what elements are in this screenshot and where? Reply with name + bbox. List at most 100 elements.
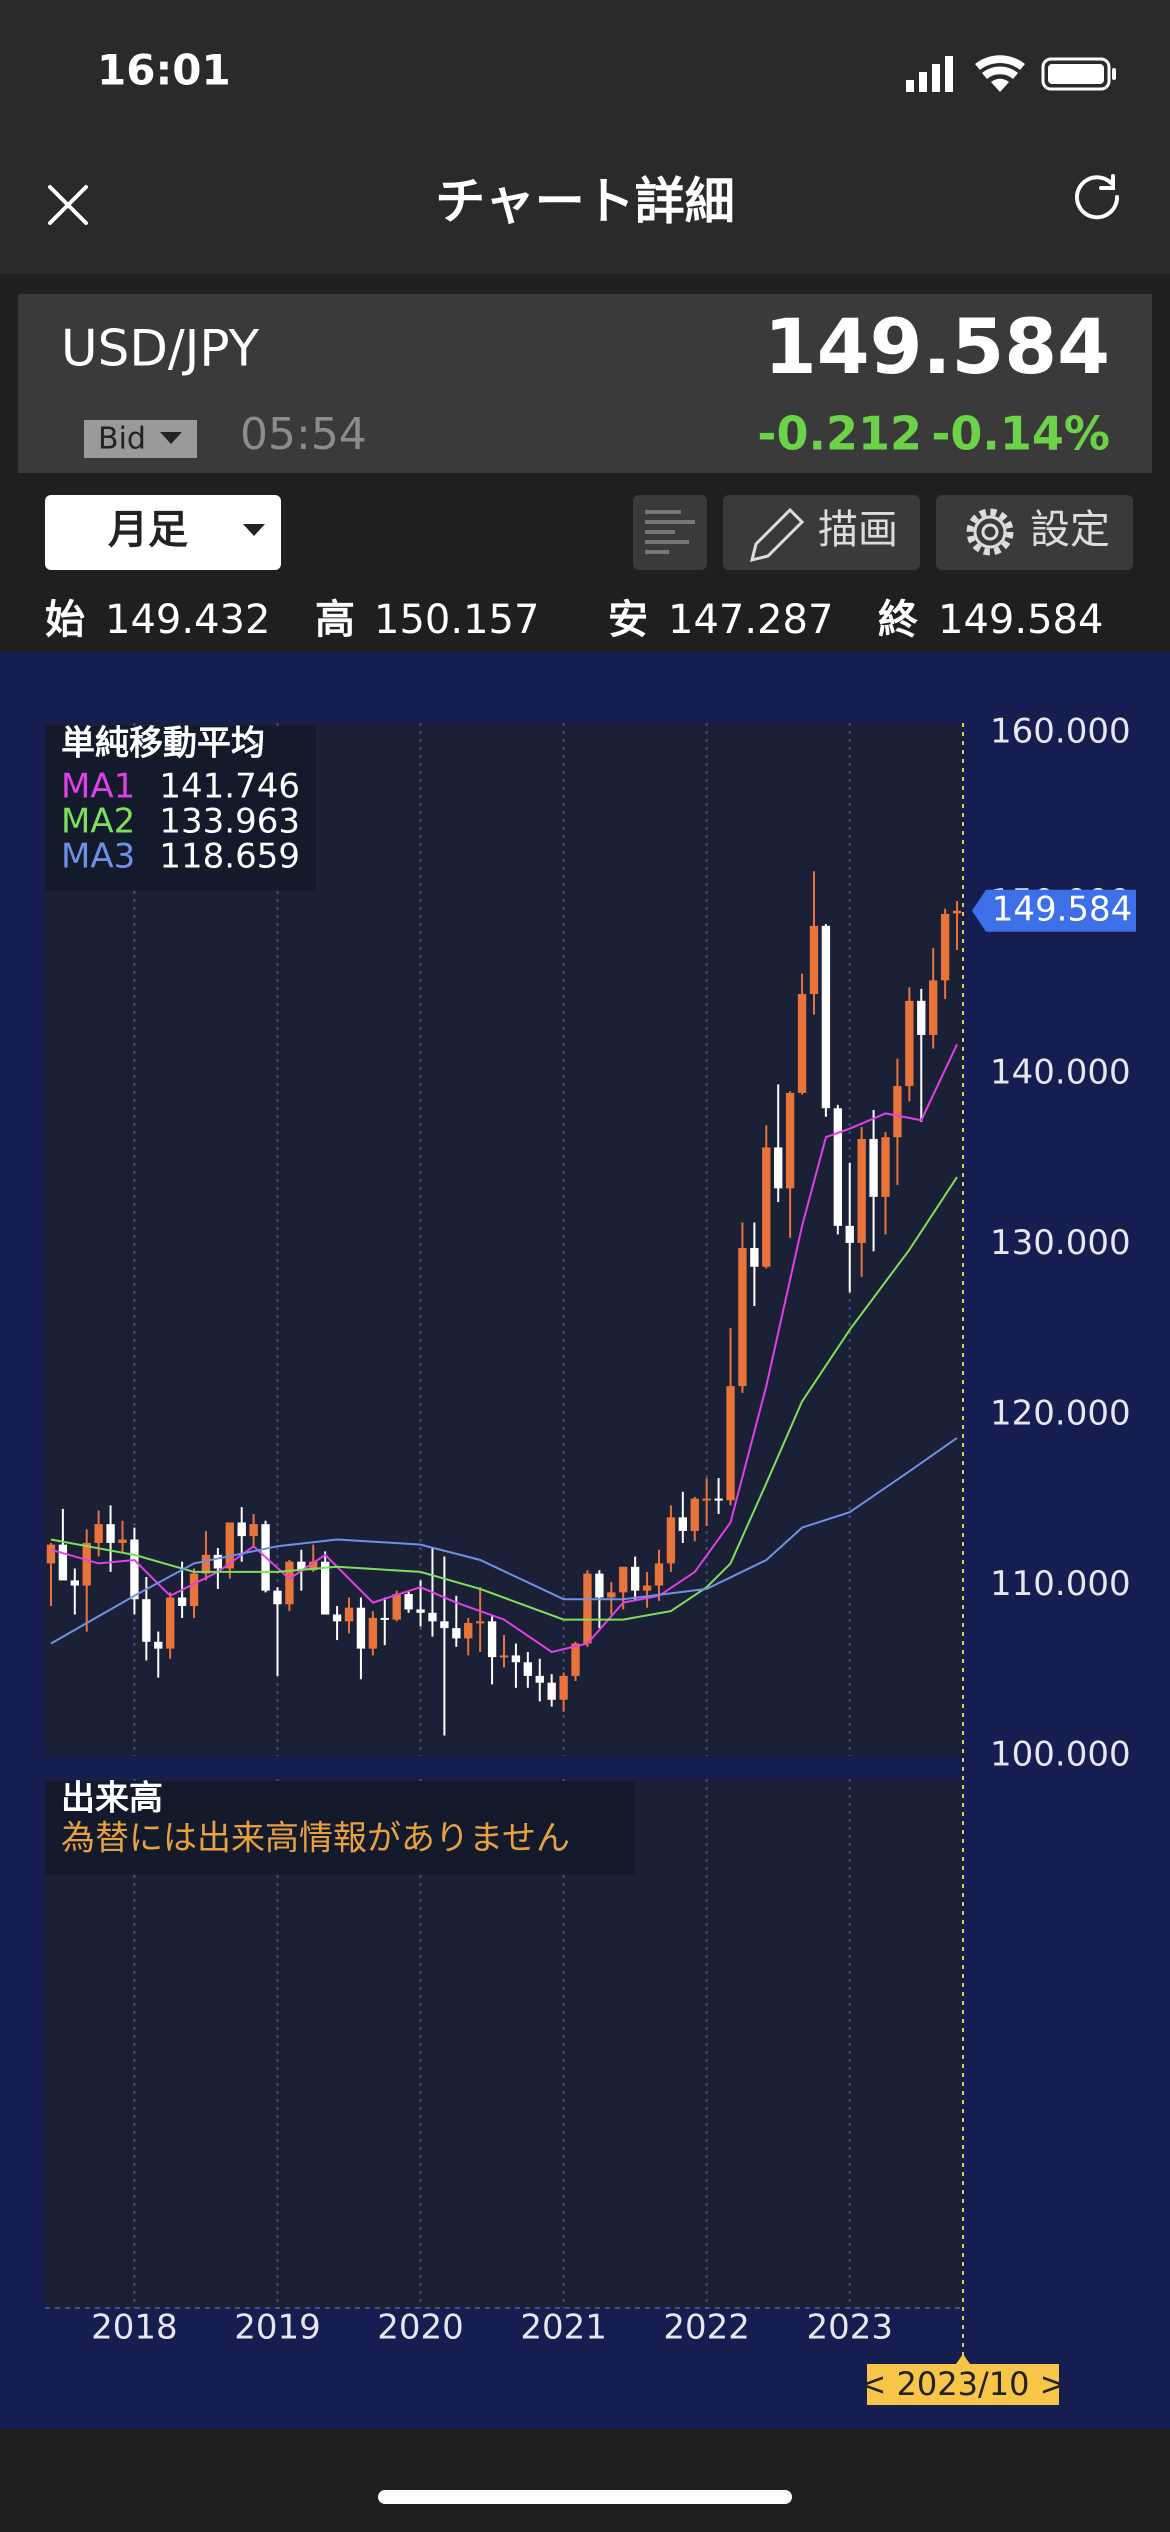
draw-label: 描画 [818,507,898,553]
bottom-bar [0,2429,1170,2532]
volume-legend: 出来高 為替には出来高情報がありません [45,1779,635,1874]
candle-body [809,925,819,995]
period-dropdown[interactable]: 月足 [45,495,281,570]
change-percent: -0.14% [931,407,1110,461]
x-tick-label: 2019 [234,2308,321,2348]
candle-body [690,1498,699,1531]
candle-body [332,1614,342,1622]
low-label: 安 [608,597,648,643]
close-label: 終 [878,597,918,643]
draw-button[interactable]: 描画 [723,495,920,570]
candle-body [750,1248,759,1267]
indicator-button[interactable] [633,495,707,570]
ma-line [50,1176,958,1621]
candle-body [82,1542,91,1586]
candle-body [273,1590,282,1605]
candle-body [559,1675,568,1700]
legend-value: 118.659 [159,837,300,877]
high-value: 150.157 [374,597,539,643]
change: -0.212 [757,407,922,461]
settings-label: 設定 [1030,507,1110,553]
candle-body [487,1621,497,1658]
last-price-tag [972,889,1136,932]
y-tick-label: 100.000 [990,1735,1131,1775]
high-label: 高 [315,597,355,643]
close-value: 149.584 [938,597,1103,643]
legend-title: 単純移動平均 [61,724,265,764]
low-value: 147.287 [668,597,833,643]
candle-body [475,1621,485,1624]
candle-body [142,1599,151,1642]
refresh-button[interactable] [1075,174,1120,220]
candle-body [630,1566,640,1591]
candle-body [738,1248,747,1387]
legend-name: MA1 [61,767,135,807]
candle-body [58,1544,68,1581]
candle-body [821,925,831,1109]
candle-body [392,1594,401,1620]
candle-body [607,1592,616,1598]
candle-body [416,1609,425,1613]
header-title: チャート詳細 [435,173,735,231]
candle-body [356,1607,366,1649]
moving-averages [50,1043,958,1654]
candle-body [297,1561,306,1571]
candle-body [797,994,807,1093]
candle-body [285,1561,294,1605]
y-tick-label: 160.000 [990,712,1131,752]
quote-time: 05:54 [240,409,367,460]
candle-body [249,1524,258,1537]
quote-panel [18,294,1152,473]
open-label: 始 [45,597,85,643]
candle-body [511,1655,521,1663]
settings-button[interactable]: 設定 [936,495,1133,570]
candles [46,871,962,1736]
candle-body [726,1386,735,1501]
candle-body [177,1597,187,1606]
cursor-label[interactable]: < 2023/10 > [860,2354,1067,2405]
candle-body [857,1138,866,1243]
period-label: 月足 [108,507,188,553]
candle-body [225,1522,234,1569]
candle-body [571,1643,580,1676]
x-tick-label: 2020 [377,2308,464,2348]
candle-body [440,1621,449,1629]
candle-body [881,1137,890,1197]
candle-body [678,1517,688,1531]
symbol: USD/JPY [61,320,259,378]
close-button[interactable] [48,185,88,225]
volume-title: 出来高 [61,1779,163,1819]
last-price-label: 149.584 [992,889,1133,929]
candle-body [762,1147,771,1267]
candle-body [166,1597,175,1649]
home-indicator [378,2490,792,2504]
candle-body [130,1539,139,1600]
status-time: 16:01 [97,46,231,95]
candle-body [309,1561,318,1571]
ohlc-row: 始 149.432 高 150.157 安 147.287 終 149.584 [45,597,1103,643]
candle-body [213,1554,223,1569]
candle-body [952,910,962,914]
candle-body [535,1675,544,1683]
candle-body [583,1573,592,1644]
candle-body [237,1522,246,1537]
candle-body [344,1607,354,1622]
y-tick-label: 130.000 [990,1223,1131,1263]
candle-body [642,1585,652,1591]
bid-dropdown[interactable]: Bid [84,420,197,458]
candle-body [774,1147,783,1189]
y-tick-label: 110.000 [990,1564,1131,1604]
bid-label: Bid [98,422,146,457]
candle-body [70,1580,79,1586]
candle-body [189,1573,199,1606]
candle-body [702,1498,711,1501]
candle-body [523,1662,533,1676]
candle-body [154,1641,163,1649]
candle-body [785,1092,795,1189]
volume-note: 為替には出来高情報がありません [61,1819,570,1859]
axes: 100.000110.000120.000130.000140.000150.0… [91,712,1136,2348]
candle-body [714,1498,723,1501]
y-tick-label: 120.000 [990,1394,1131,1434]
legend-name: MA3 [61,837,135,877]
